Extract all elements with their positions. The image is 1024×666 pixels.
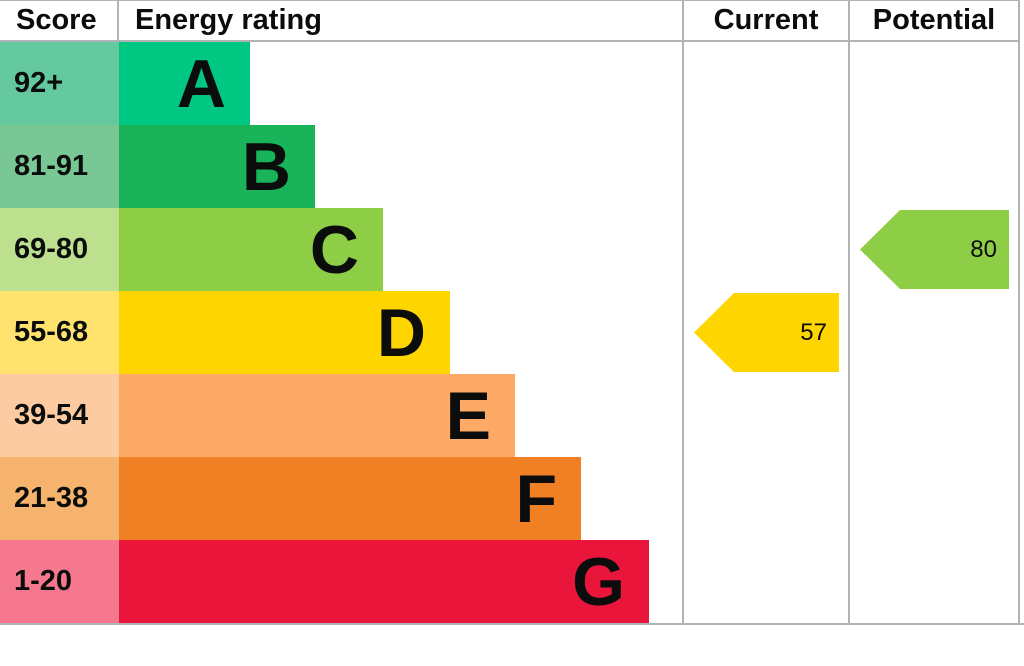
band-letter-b: B xyxy=(241,128,291,205)
current-value: 57 xyxy=(800,318,827,346)
potential-header: Potential xyxy=(848,1,1020,42)
score-range-g: 1-20 xyxy=(0,540,119,623)
band-letter-f: F xyxy=(515,460,557,537)
epc-chart: Score Energy rating Current Potential 92… xyxy=(0,0,1024,625)
band-bar-c: C xyxy=(119,208,383,291)
band-bar-g: G xyxy=(119,540,649,623)
score-range-c: 69-80 xyxy=(0,208,119,291)
band-bar-b: B xyxy=(119,125,315,208)
band-bar-f: F xyxy=(119,457,581,540)
band-bar-e: E xyxy=(119,374,515,457)
band-letter-a: A xyxy=(176,45,226,122)
band-letter-c: C xyxy=(309,211,359,288)
current-column: 57 xyxy=(682,42,848,623)
band-row-g: G xyxy=(119,540,682,623)
score-range-f: 21-38 xyxy=(0,457,119,540)
potential-value: 80 xyxy=(970,235,997,263)
potential-column: 80 xyxy=(848,42,1020,623)
score-range-a: 92+ xyxy=(0,42,119,125)
band-row-f: F xyxy=(119,457,682,540)
energy-rating-header: Energy rating xyxy=(119,1,682,42)
score-header: Score xyxy=(0,1,119,42)
epc-grid: Score Energy rating Current Potential 92… xyxy=(0,0,1020,623)
score-range-b: 81-91 xyxy=(0,125,119,208)
potential-arrow: 80 xyxy=(860,210,1009,289)
band-bar-a: A xyxy=(119,42,250,125)
band-row-d: D xyxy=(119,291,682,374)
score-range-d: 55-68 xyxy=(0,291,119,374)
band-row-e: E xyxy=(119,374,682,457)
band-letter-g: G xyxy=(572,543,625,620)
band-row-b: B xyxy=(119,125,682,208)
current-arrow: 57 xyxy=(694,293,839,372)
band-letter-d: D xyxy=(376,294,426,371)
current-header: Current xyxy=(682,1,848,42)
band-row-a: A xyxy=(119,42,682,125)
band-row-c: C xyxy=(119,208,682,291)
band-bar-d: D xyxy=(119,291,450,374)
band-letter-e: E xyxy=(445,377,491,454)
score-range-e: 39-54 xyxy=(0,374,119,457)
